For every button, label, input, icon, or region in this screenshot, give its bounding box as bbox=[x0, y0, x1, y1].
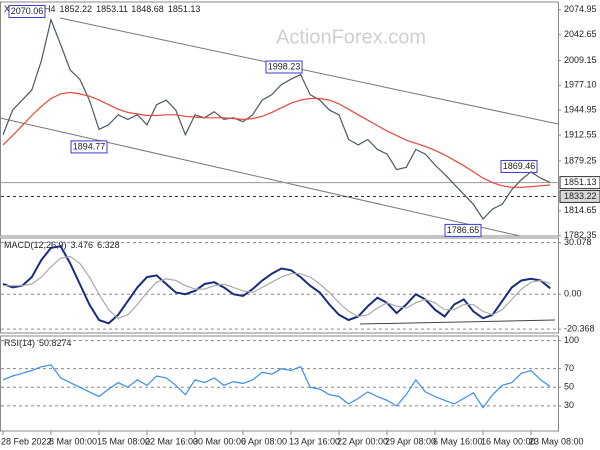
y-tick-label: 1814.65 bbox=[564, 205, 597, 215]
x-tick-label: 23 May 08:00 bbox=[529, 436, 584, 446]
y-tick-label: 2042.65 bbox=[564, 29, 597, 39]
header-value: 1853.11 bbox=[96, 4, 128, 14]
x-tick-label: 16 May 00:00 bbox=[481, 436, 536, 446]
price-label-box bbox=[559, 189, 600, 203]
x-tick-label: 28 Feb 2022 bbox=[1, 436, 52, 446]
y-tick-label: 1782.35 bbox=[564, 230, 597, 240]
y-tick-label: -20.368 bbox=[564, 324, 595, 334]
macd-panel bbox=[0, 237, 559, 334]
y-tick-label: 70 bbox=[564, 363, 574, 373]
annotation-box bbox=[500, 159, 538, 173]
annotation-box bbox=[70, 140, 108, 154]
price-label-box bbox=[559, 176, 600, 190]
y-tick-label: 1912.55 bbox=[564, 130, 597, 140]
annotation-box bbox=[265, 60, 303, 74]
x-tick-label: 30 Mar 00:00 bbox=[193, 436, 246, 446]
annotation-label: 1998.23 bbox=[268, 61, 301, 71]
x-tick-label: 6 Apr 08:00 bbox=[241, 436, 287, 446]
series-line bbox=[2, 17, 551, 220]
indicator-title: MACD(12,26,9) bbox=[4, 240, 67, 250]
price-panel bbox=[0, 1, 559, 237]
x-tick-label: 22 Mar 16:00 bbox=[145, 436, 198, 446]
y-tick-label: 1977.10 bbox=[564, 80, 597, 90]
channel-upper bbox=[59, 17, 559, 125]
annotation-label: 1869.46 bbox=[503, 161, 536, 171]
y-tick-label: 0.00 bbox=[564, 289, 582, 299]
y-tick-label: 1879.25 bbox=[564, 155, 597, 165]
annotation-box bbox=[8, 5, 46, 19]
y-tick-label: 30 bbox=[564, 400, 574, 410]
channel-lower bbox=[0, 117, 521, 237]
header-value: 6.328 bbox=[97, 240, 120, 250]
x-tick-label: 29 Apr 08:00 bbox=[385, 436, 436, 446]
y-tick-label: 50 bbox=[564, 382, 574, 392]
header-value: 3.476 bbox=[71, 240, 94, 250]
annotation-box bbox=[444, 223, 482, 237]
panel-header: RSI(14) 50.8274 bbox=[4, 338, 72, 348]
header-value: 1852.22 bbox=[60, 4, 93, 14]
price-label: 1833.22 bbox=[564, 191, 597, 201]
series-line bbox=[2, 91, 551, 188]
x-tick-label: 15 Mar 08:00 bbox=[97, 436, 150, 446]
header-value: 1851.13 bbox=[168, 4, 201, 14]
price-label: 1851.13 bbox=[564, 177, 597, 187]
series-line bbox=[2, 364, 551, 409]
x-tick-label: 6 May 16:00 bbox=[433, 436, 483, 446]
y-tick-label: 100 bbox=[564, 335, 579, 345]
y-tick-label: 1944.95 bbox=[564, 105, 597, 115]
y-tick-label: 30.078 bbox=[564, 237, 592, 247]
header-value: 1848.68 bbox=[131, 4, 164, 14]
series-line bbox=[3, 255, 551, 319]
rsi-panel bbox=[0, 335, 559, 432]
divergence-line bbox=[359, 319, 556, 325]
header-value: 50.8274 bbox=[39, 338, 72, 348]
annotation-label: 1786.65 bbox=[447, 225, 480, 235]
watermark: ActionForex.com bbox=[276, 26, 426, 48]
annotation-label: 2070.06 bbox=[11, 6, 44, 16]
annotation-label: 1894.77 bbox=[73, 141, 106, 151]
y-tick-label: 2074.95 bbox=[564, 4, 597, 14]
x-tick-label: 22 Apr 00:00 bbox=[337, 436, 388, 446]
x-tick-label: 13 Apr 16:00 bbox=[289, 436, 340, 446]
x-tick-label: 8 Mar 00:00 bbox=[49, 436, 97, 446]
panel-header: MACD(12,26,9) 3.476 6.328 bbox=[4, 240, 120, 250]
y-tick-label: 2009.15 bbox=[564, 55, 597, 65]
indicator-title: RSI(14) bbox=[4, 338, 35, 348]
series-line bbox=[2, 245, 551, 325]
